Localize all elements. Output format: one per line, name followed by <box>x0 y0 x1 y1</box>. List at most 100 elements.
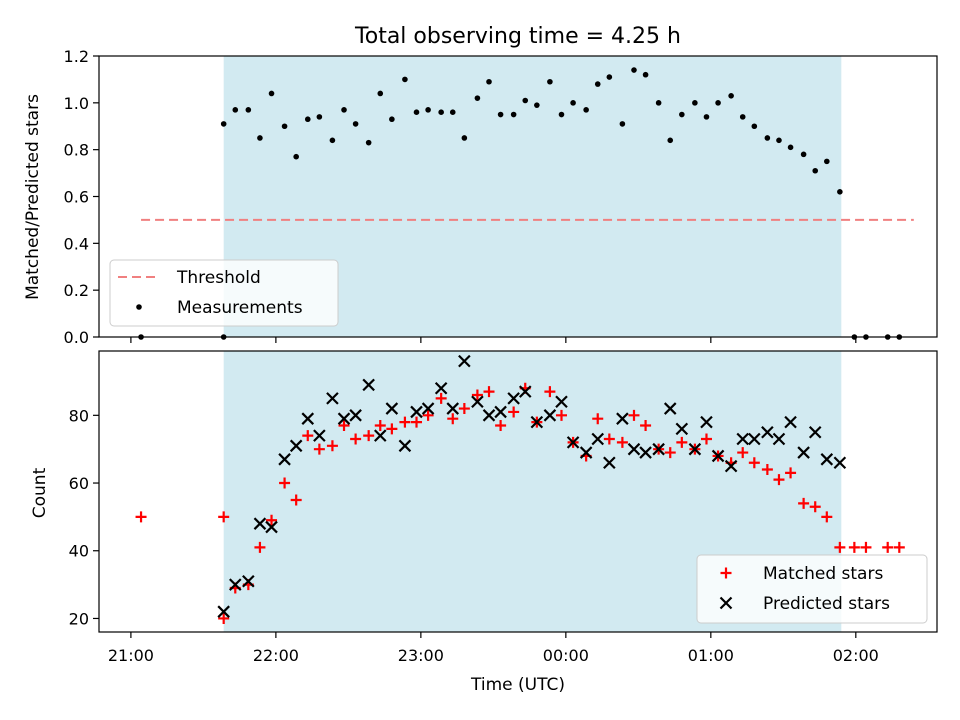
top-y-tick-label: 1.2 <box>64 47 89 66</box>
matched-star-point <box>748 457 760 469</box>
x-tick-label: 21:00 <box>108 646 154 665</box>
measurement-point <box>642 71 649 78</box>
bottom-y-axis-label: Count <box>30 467 50 518</box>
predicted-star-point <box>289 439 303 453</box>
matched-star-point <box>422 409 434 421</box>
matched-star-point <box>471 389 483 401</box>
matched-star-point <box>664 447 676 459</box>
measurement-point <box>703 114 710 120</box>
matched-star-point <box>302 430 314 442</box>
predicted-star-point <box>711 449 725 463</box>
x-tick-label: 01:00 <box>688 646 734 665</box>
matched-star-point <box>848 541 860 553</box>
measurement-point <box>449 109 456 115</box>
top-y-tick-label: 1.0 <box>64 94 89 113</box>
matched-star-point <box>290 494 302 506</box>
measurement-point <box>583 107 589 113</box>
matched-star-point <box>737 447 749 459</box>
measurement-point <box>667 137 674 144</box>
top-legend-box <box>109 259 339 327</box>
predicted-star-point <box>337 412 351 425</box>
matched-star-point <box>266 514 278 526</box>
matched-star-point <box>616 436 628 448</box>
measurement-point <box>497 111 504 118</box>
matched-star-point <box>363 430 375 442</box>
predicted-star-point <box>761 425 774 439</box>
predicted-star-point <box>603 456 616 470</box>
measurement-point <box>837 189 843 195</box>
measurement-point <box>365 139 372 146</box>
predicted-star-point <box>543 409 557 422</box>
legend-predicted-swatch <box>719 596 733 610</box>
matched-star-point <box>435 392 447 404</box>
measurement-point <box>692 100 698 106</box>
predicted-star-point <box>675 422 689 436</box>
matched-star-point <box>411 416 423 428</box>
predicted-star-point <box>362 378 375 392</box>
predicted-star-point <box>591 432 605 446</box>
predicted-star-point <box>808 425 822 439</box>
measurement-point <box>631 67 637 73</box>
x-tick-label: 22:00 <box>253 646 299 665</box>
bottom-y-tick-label: 40 <box>69 542 89 561</box>
measurement-point <box>232 107 239 113</box>
bottom-panel: 20 40 60 80 21:00 22:00 23:00 00:00 01:00 02:00 Ma… <box>69 350 938 665</box>
measurement-point <box>594 81 601 87</box>
legend-matched-swatch <box>720 567 732 579</box>
matched-star-point <box>773 474 785 486</box>
measurement-point <box>764 135 771 141</box>
predicted-star-point <box>410 405 423 419</box>
predicted-star-point <box>446 402 460 415</box>
matched-star-point <box>882 541 894 553</box>
measurement-point <box>341 107 347 113</box>
x-axis-label: Time (UTC) <box>470 675 565 695</box>
predicted-star-point <box>434 381 448 395</box>
measurement-point <box>293 153 299 160</box>
predicted-star-point <box>700 415 713 429</box>
predicted-star-point <box>627 442 641 456</box>
matched-star-point <box>279 477 291 489</box>
chart-title: Total observing time = 4.25 h <box>354 24 681 49</box>
matched-star-point <box>544 386 556 398</box>
measurement-point <box>257 135 263 141</box>
measurement-point <box>510 111 517 118</box>
matched-star-point <box>350 433 362 445</box>
predicted-star-point <box>385 402 399 415</box>
measurement-point <box>352 121 359 127</box>
measurement-point <box>389 116 395 123</box>
predicted-star-point <box>820 453 834 466</box>
predicted-star-point <box>652 442 665 456</box>
measurement-point <box>606 74 613 80</box>
bottom-legend: Matched stars Predicted stars <box>696 554 928 624</box>
matched-star-point <box>338 419 350 431</box>
predicted-star-point <box>313 429 326 442</box>
measurement-point <box>461 135 468 141</box>
matched-star-point <box>628 409 640 421</box>
legend-measurements-swatch <box>136 304 142 310</box>
top-panel: 0.0 0.2 0.4 0.6 0.8 1.0 1.2 Threshold Measuremen… <box>64 47 938 347</box>
predicted-star-point <box>229 578 242 591</box>
predicted-star-point <box>253 517 267 530</box>
predicted-star-point <box>639 446 652 459</box>
top-y-tick-label: 0.2 <box>64 281 89 300</box>
matched-star-point <box>458 403 470 415</box>
matched-star-point <box>135 511 147 523</box>
predicted-star-point <box>748 432 761 446</box>
legend-predicted-label: Predicted stars <box>763 594 890 614</box>
predicted-star-point <box>265 520 278 534</box>
matched-star-point <box>640 419 652 431</box>
predicted-star-point <box>458 354 471 368</box>
measurement-point <box>570 100 576 106</box>
top-y-tick-label: 0.6 <box>64 188 89 207</box>
measurement-point <box>438 109 444 115</box>
matched-star-point <box>447 413 459 425</box>
matched-star-point <box>399 416 411 428</box>
matched-star-point <box>761 463 773 475</box>
measurement-point <box>558 111 565 118</box>
measurement-point <box>824 158 830 165</box>
measurement-point <box>728 93 734 99</box>
measurement-point <box>425 107 431 113</box>
measurement-point <box>377 90 384 97</box>
matched-star-point <box>326 440 338 452</box>
